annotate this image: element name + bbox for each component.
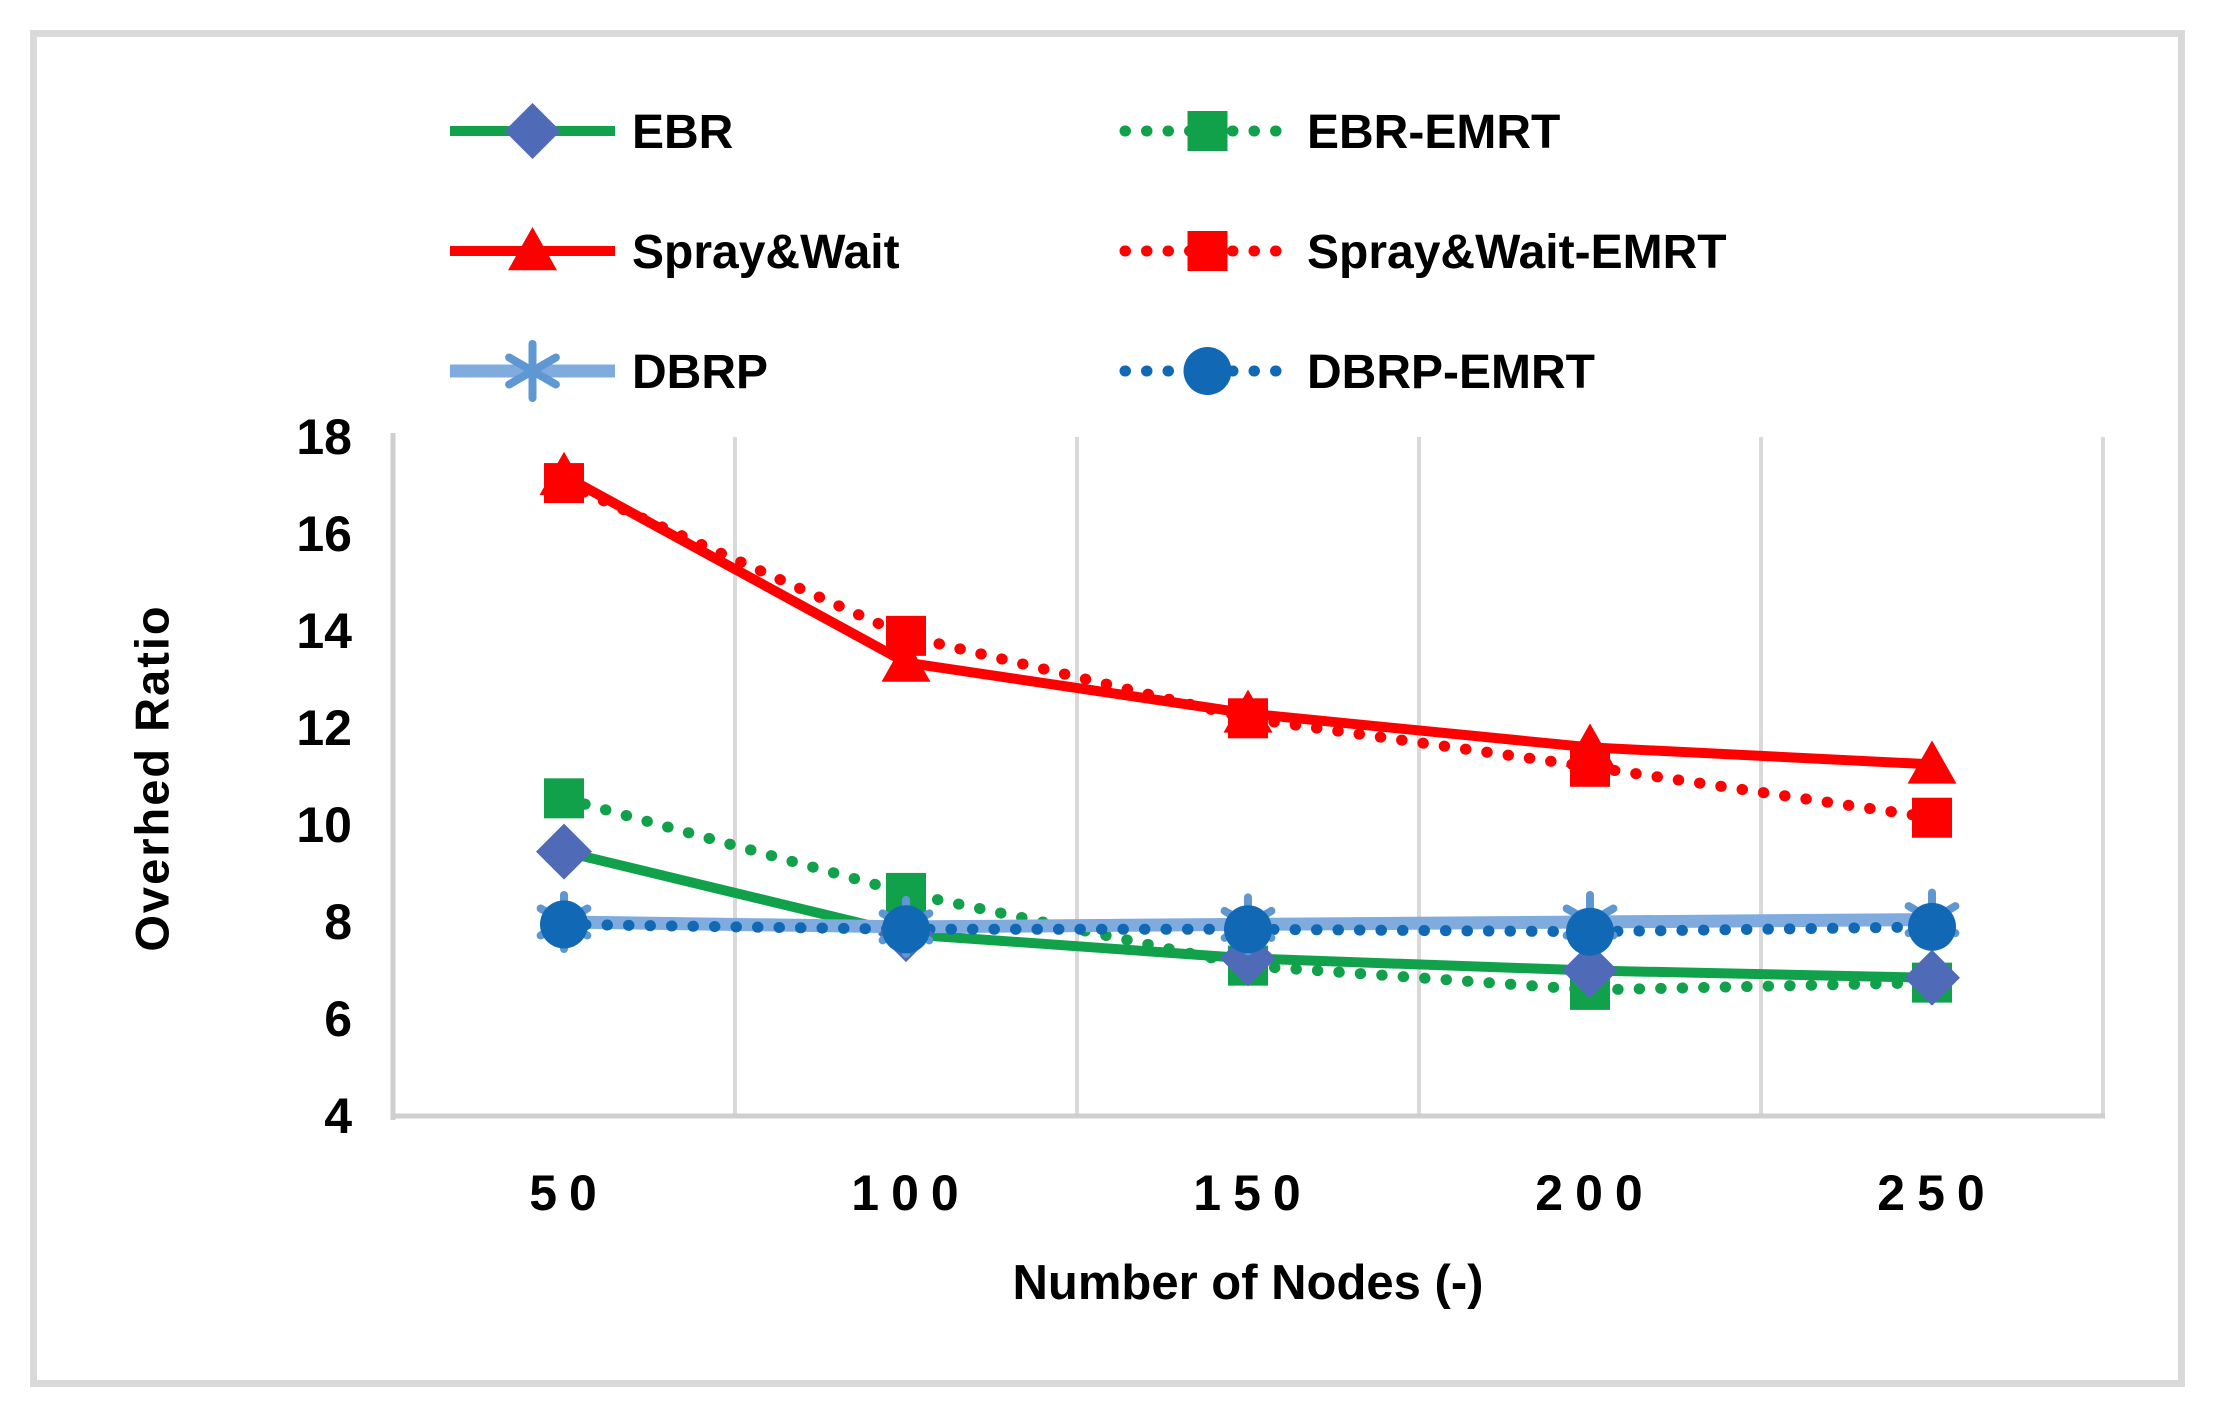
marker-EBR [536,823,592,880]
legend-label-EBR: EBR [632,106,733,159]
marker-DBRP [505,353,560,389]
y-tick-label: 14 [296,603,352,659]
marker-EBR [1562,942,1618,999]
marker-Spray&Wait [1907,740,1957,784]
legend-label-EBR-EMRT: EBR-EMRT [1307,106,1560,159]
y-tick-label: 10 [296,797,352,853]
legend-label-DBRP: DBRP [632,346,768,399]
marker-Spray&Wait [508,227,557,271]
marker-EBR-EMRT [1187,111,1228,151]
marker-DBRP-EMRT [540,900,588,949]
marker-Spray&Wait-EMRT [1570,746,1610,787]
marker-Spray&Wait-EMRT [1187,231,1228,271]
y-tick-label: 8 [324,894,352,950]
x-tick-label: 200 [1535,1165,1654,1221]
x-tick-label: 150 [1193,1165,1312,1221]
marker-DBRP-EMRT [1908,902,1956,951]
figure-border [30,30,2185,1387]
x-axis-title: Number of Nodes (-) [1012,1256,1484,1310]
marker-EBR-EMRT [544,778,584,819]
legend-label-Spray&Wait-EMRT: Spray&Wait-EMRT [1307,226,1727,279]
marker-DBRP-EMRT [882,905,930,954]
marker-EBR [504,103,561,159]
y-axis-title: Overhed Ratio [125,604,179,952]
marker-Spray&Wait-EMRT [544,463,584,504]
y-tick-label: 4 [324,1088,352,1144]
marker-Spray&Wait-EMRT [886,615,926,656]
legend-label-Spray&Wait: Spray&Wait [632,226,900,279]
marker-EBR [1904,949,1960,1006]
marker-DBRP-EMRT [1566,907,1614,956]
y-tick-label: 6 [324,991,352,1047]
marker-DBRP-EMRT [1183,347,1232,395]
y-tick-label: 18 [296,409,352,465]
series-line-Spray&Wait-EMRT [558,477,1938,824]
marker-Spray&Wait-EMRT [1912,797,1952,838]
legend-label-DBRP-EMRT: DBRP-EMRT [1307,346,1595,399]
marker-Spray&Wait [881,638,931,682]
marker-Spray&Wait-EMRT [1228,698,1268,739]
y-tick-label: 12 [296,700,352,756]
y-tick-label: 16 [296,506,352,562]
x-tick-label: 250 [1877,1165,1996,1221]
x-tick-label: 50 [529,1165,609,1221]
marker-DBRP-EMRT [1224,905,1272,954]
x-tick-label: 100 [851,1165,970,1221]
